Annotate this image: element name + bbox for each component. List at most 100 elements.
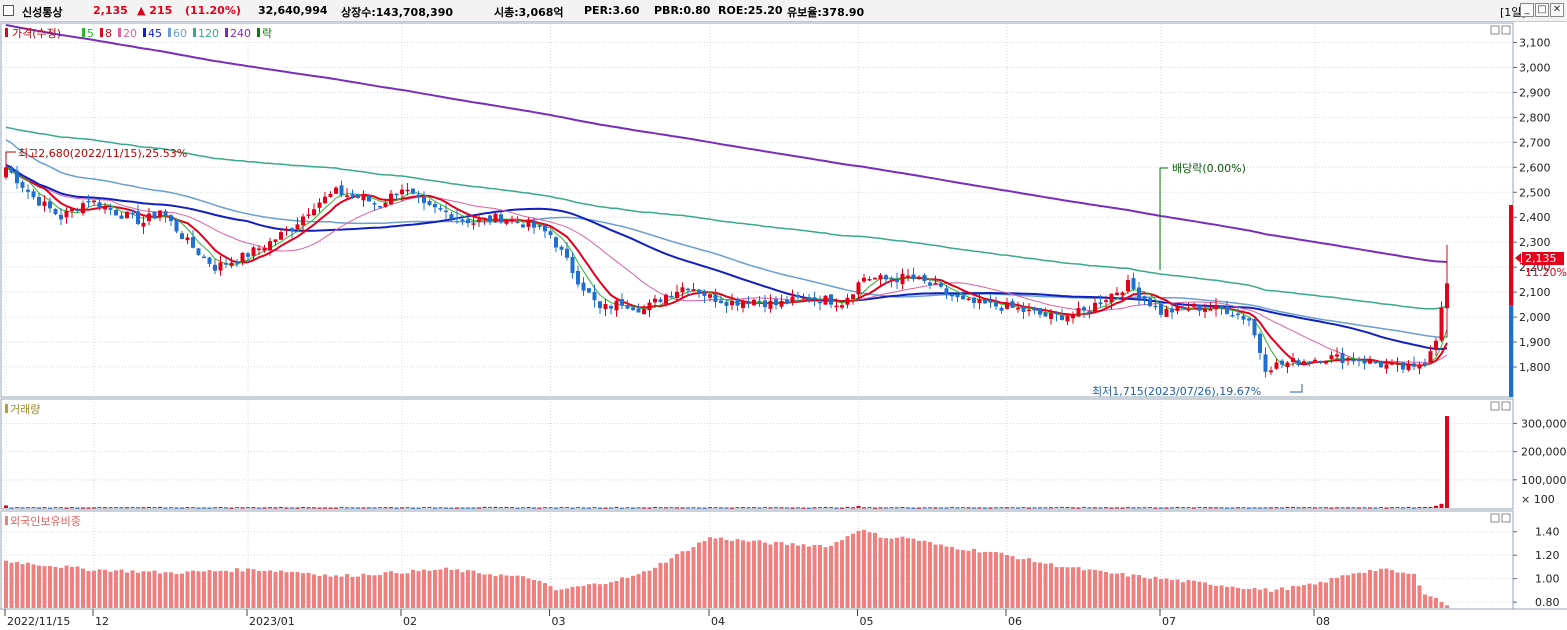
price-change-pct: (11.20%) bbox=[185, 4, 241, 17]
candle-body bbox=[1225, 306, 1229, 314]
foreign-bar bbox=[477, 573, 481, 608]
panel-close-icon[interactable] bbox=[1501, 25, 1511, 35]
date-tick-label: 2023/01 bbox=[249, 615, 295, 628]
foreign-bar bbox=[911, 538, 916, 608]
candle-body bbox=[1351, 359, 1356, 362]
candle-body bbox=[367, 194, 371, 202]
candle-body bbox=[312, 209, 316, 216]
volume-bar bbox=[944, 507, 949, 509]
volume-bar bbox=[482, 506, 487, 508]
candle-body bbox=[1445, 283, 1449, 309]
foreign-tick-label: 1.40 bbox=[1535, 526, 1560, 539]
volume-axis: 300,000 200,000 100,000 × 100 bbox=[1513, 417, 1567, 506]
foreign-bar bbox=[119, 569, 124, 608]
volume-bar bbox=[1175, 506, 1180, 508]
ma-legend-label: 120 bbox=[198, 27, 219, 40]
foreign-bar bbox=[1439, 601, 1444, 608]
foreign-bar bbox=[1087, 569, 1092, 608]
volume-bar bbox=[1054, 507, 1059, 508]
foreign-bar bbox=[779, 542, 784, 608]
per-value: PER:3.60 bbox=[584, 4, 640, 17]
volume-bar bbox=[603, 507, 608, 509]
close-icon[interactable]: ✕ bbox=[1550, 3, 1564, 17]
candle-body bbox=[295, 224, 300, 230]
candle-body bbox=[1142, 296, 1147, 300]
foreign-bar bbox=[136, 572, 140, 608]
foreign-bar bbox=[26, 562, 30, 608]
volume-bar bbox=[229, 507, 234, 509]
foreign-bar bbox=[889, 538, 894, 608]
select-checkbox[interactable] bbox=[3, 5, 14, 16]
foreign-bar bbox=[191, 570, 195, 608]
foreign-bar bbox=[735, 539, 740, 608]
panel-minimize-icon[interactable] bbox=[1490, 513, 1500, 523]
volume-bar bbox=[1417, 507, 1422, 509]
candle-body bbox=[521, 224, 525, 228]
ma-legend-label: 60 bbox=[173, 27, 187, 40]
panel-minimize-icon[interactable] bbox=[1490, 401, 1500, 411]
candle-body bbox=[383, 203, 388, 207]
maximize-icon[interactable]: □ bbox=[1535, 3, 1549, 17]
foreign-bar bbox=[1098, 570, 1103, 608]
foreign-bar bbox=[411, 569, 415, 608]
volume-bar bbox=[455, 507, 459, 509]
volume-bar bbox=[537, 507, 542, 509]
period-selector[interactable]: [1일] bbox=[1500, 6, 1526, 19]
foreign-bar bbox=[818, 544, 822, 608]
foreign-bar bbox=[521, 576, 525, 608]
foreign-bar bbox=[955, 549, 960, 608]
foreign-bar bbox=[394, 573, 399, 608]
candle-body bbox=[983, 299, 987, 304]
foreign-bar bbox=[1230, 586, 1235, 608]
candle-body bbox=[1368, 359, 1372, 364]
candle-body bbox=[1274, 362, 1279, 369]
pbr-value: PBR:0.80 bbox=[654, 4, 711, 17]
candle-body bbox=[257, 248, 261, 250]
stock-chart[interactable]: 3,100 3,000 2,900 2,800 2,700 2,600 2,500 2,400… bbox=[0, 22, 1567, 630]
panel-controls[interactable] bbox=[1490, 25, 1511, 523]
volume-bar bbox=[708, 507, 712, 509]
volume-bar bbox=[906, 507, 910, 509]
candle-body bbox=[1219, 305, 1224, 309]
foreign-bar bbox=[1142, 577, 1147, 608]
candle-body bbox=[1087, 311, 1092, 313]
foreign-bar bbox=[257, 570, 261, 608]
candle-body bbox=[708, 294, 712, 298]
volume-bar bbox=[554, 507, 558, 509]
panel-close-icon[interactable] bbox=[1501, 401, 1511, 411]
foreign-bar bbox=[768, 544, 773, 608]
volume-bar bbox=[823, 506, 828, 508]
foreign-bar bbox=[185, 571, 190, 608]
foreign-bar bbox=[471, 570, 476, 608]
foreign-tick-label: 1.00 bbox=[1535, 573, 1560, 586]
volume-bar bbox=[1203, 507, 1207, 509]
candle-body bbox=[1164, 308, 1169, 317]
foreign-bar bbox=[867, 532, 872, 608]
candle-body bbox=[994, 302, 998, 307]
panel-minimize-icon[interactable] bbox=[1490, 25, 1500, 35]
high-arrow-icon bbox=[5, 151, 16, 160]
volume-bar bbox=[218, 506, 223, 508]
volume-bar bbox=[1159, 507, 1163, 509]
volume-bar bbox=[1082, 506, 1086, 508]
panel-close-icon[interactable] bbox=[1501, 513, 1511, 523]
minimize-icon[interactable]: _ bbox=[1520, 3, 1534, 17]
volume-bar bbox=[466, 507, 470, 509]
candle-body bbox=[1170, 308, 1174, 313]
foreign-bar bbox=[829, 545, 833, 608]
candle-body bbox=[125, 211, 129, 219]
volume-bar bbox=[246, 507, 250, 509]
candle-body bbox=[691, 289, 696, 292]
volume-bar bbox=[697, 507, 701, 509]
volume-bar bbox=[312, 507, 316, 509]
date-tick-label: 02 bbox=[403, 615, 417, 628]
volume-bar bbox=[42, 507, 47, 509]
volume-bar bbox=[257, 507, 261, 509]
candle-body bbox=[1423, 363, 1427, 365]
foreign-bar bbox=[1186, 580, 1191, 608]
foreign-bar bbox=[625, 577, 630, 608]
foreign-bar bbox=[405, 573, 410, 608]
candle-body bbox=[290, 228, 294, 231]
foreign-bar bbox=[20, 564, 25, 608]
foreign-bar bbox=[53, 566, 58, 608]
